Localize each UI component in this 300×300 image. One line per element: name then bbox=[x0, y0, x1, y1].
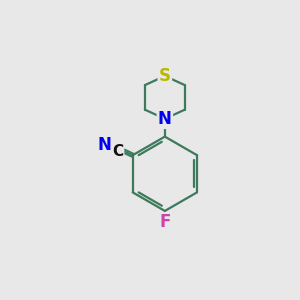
Text: N: N bbox=[98, 136, 112, 154]
Text: S: S bbox=[159, 67, 171, 85]
Text: F: F bbox=[159, 213, 170, 231]
Text: C: C bbox=[112, 144, 123, 159]
Text: N: N bbox=[158, 110, 172, 128]
